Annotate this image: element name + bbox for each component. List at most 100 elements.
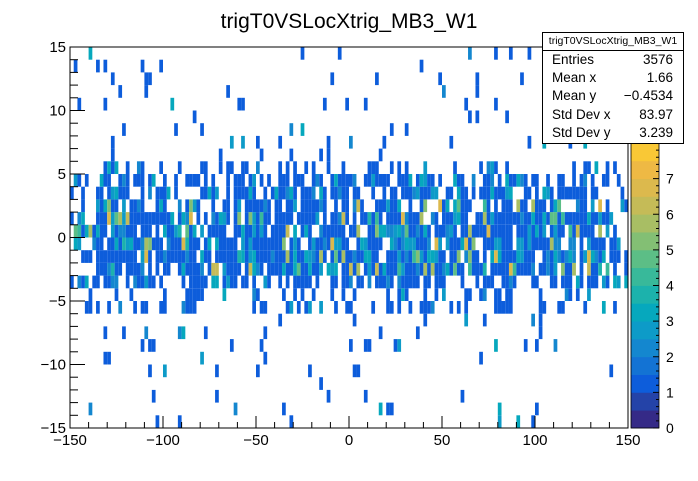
heatmap-bin [122,224,126,238]
color-scale-tick-label: 2 [666,349,674,365]
heatmap-bin [505,174,509,187]
heatmap-bin [523,250,528,263]
heatmap-bin [148,224,152,238]
heatmap-bin [244,237,249,251]
heatmap-bin [568,237,573,251]
heatmap-bin [442,212,446,225]
heatmap-bin [233,402,238,416]
heatmap-bin [207,250,212,263]
heatmap-bin [494,97,498,111]
heatmap-bin [468,237,472,251]
heatmap-bin [427,301,431,314]
heatmap-bin [568,262,573,276]
heatmap-bin [166,212,171,225]
heatmap-bin [397,262,402,276]
heatmap-bins [70,47,628,428]
heatmap-bin [278,135,283,149]
heatmap-bin [423,237,428,251]
heatmap-bin [163,301,167,314]
heatmap-bin [553,275,558,289]
heatmap-bin [129,199,134,213]
heatmap-bin [248,199,253,213]
heatmap-bin [315,250,320,263]
heatmap-bin [88,402,93,416]
heatmap-bin [84,275,89,289]
heatmap-bin [501,250,506,263]
heatmap-bin [244,186,249,200]
heatmap-bin [419,212,424,225]
stats-label: Mean y [552,88,597,104]
heatmap-bin [77,97,82,111]
color-scale-tick-label: 7 [666,171,674,187]
heatmap-bin [334,224,338,238]
heatmap-bin [133,224,137,238]
heatmap-bin [289,237,294,251]
heatmap-bin [252,301,256,314]
heatmap-bin [564,250,569,263]
heatmap-bin [549,275,554,289]
heatmap-bin [107,212,111,225]
heatmap-bin [337,237,342,251]
heatmap-bin [389,262,394,276]
heatmap-bin [479,212,483,225]
heatmap-bin [118,224,123,238]
heatmap-bin [568,186,573,200]
heatmap-bin [449,186,454,200]
heatmap-bin [278,313,283,327]
heatmap-bin [605,224,610,238]
heatmap-bin [308,364,312,378]
heatmap-bin [609,364,614,378]
heatmap-bin [122,212,126,225]
heatmap-bin [412,186,416,200]
heatmap-bin [464,186,469,200]
heatmap-bin [594,262,599,276]
heatmap-bin [300,199,305,213]
heatmap-bin [118,186,123,200]
heatmap-bin [99,237,104,251]
heatmap-bin [549,250,554,263]
heatmap-bin [248,224,253,238]
color-scale-step [631,143,659,162]
heatmap-bin [535,212,539,225]
heatmap-bin [549,224,554,238]
heatmap-bin [122,326,126,340]
heatmap-bin [490,250,495,263]
heatmap-bin [285,161,290,174]
heatmap-bin [423,288,428,301]
heatmap-bin [326,135,331,149]
heatmap-bin [103,275,108,289]
heatmap-bin [404,161,409,174]
heatmap-bin [583,224,588,238]
heatmap-bin [371,186,376,200]
heatmap-bin [218,250,223,263]
heatmap-bin [99,250,104,263]
heatmap-bin [456,199,461,213]
heatmap-bin [538,237,543,251]
heatmap-bin [233,174,238,187]
heatmap-bin [527,237,532,251]
heatmap-bin [363,97,368,111]
heatmap-bin [601,174,606,187]
heatmap-bin [408,275,413,289]
heatmap-bin [122,123,126,136]
heatmap-bin [282,174,286,187]
heatmap-bin [568,288,573,301]
heatmap-bin [159,275,163,289]
x-tick-label: −100 [146,432,180,449]
heatmap-bin [334,237,338,251]
heatmap-bin [468,288,472,301]
heatmap-bin [140,174,145,187]
heatmap-bin [282,288,286,301]
heatmap-bin [535,224,539,238]
heatmap-bin [267,250,271,263]
heatmap-bin [468,199,472,213]
heatmap-bin [356,199,361,213]
heatmap-bin [404,186,409,200]
heatmap-bin [192,250,197,263]
stats-label: Mean x [552,70,597,86]
heatmap-bin [531,262,535,276]
heatmap-bin [449,250,454,263]
heatmap-bin [177,199,182,213]
heatmap-bin [330,250,335,263]
